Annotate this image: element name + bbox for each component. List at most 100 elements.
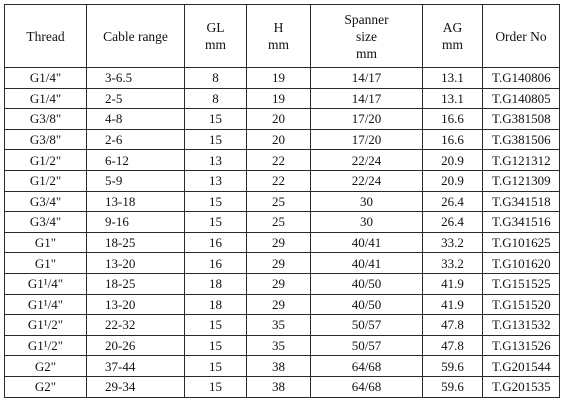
table-row: G1¹/2" 22-32 15 35 50/57 47.8 T.G131532 bbox=[4, 314, 560, 336]
cell-gl: 15 bbox=[184, 375, 247, 398]
cell-h: 29 bbox=[246, 231, 311, 254]
cell-spanner-size: 40/41 bbox=[310, 252, 423, 274]
cell-spanner-size: 22/24 bbox=[310, 149, 423, 171]
cell-gl: 18 bbox=[184, 272, 247, 295]
cell-h: 35 bbox=[246, 334, 311, 357]
cell-gl: 13 bbox=[184, 149, 247, 171]
cell-order-no: T.G341518 bbox=[482, 190, 560, 213]
cell-ag: 41.9 bbox=[422, 272, 483, 295]
cell-ag: 59.6 bbox=[422, 375, 483, 398]
cell-order-no: T.G151520 bbox=[482, 293, 560, 316]
header-line: AG bbox=[442, 20, 463, 35]
table-row: G1" 13-20 16 29 40/41 33.2 T.G101620 bbox=[4, 252, 560, 274]
table-row: G1" 18-25 16 29 40/41 33.2 T.G101625 bbox=[4, 231, 560, 254]
header-line: GL bbox=[206, 20, 225, 35]
cell-ag: 13.1 bbox=[422, 87, 483, 110]
cell-order-no: T.G131532 bbox=[482, 314, 560, 336]
cell-order-no: T.G101620 bbox=[482, 252, 560, 274]
cell-gl: 13 bbox=[184, 169, 247, 192]
header-line: H bbox=[273, 20, 284, 35]
cell-cable-range: 18-25 bbox=[86, 231, 185, 254]
cell-gl: 15 bbox=[184, 128, 247, 151]
cell-h: 22 bbox=[246, 169, 311, 192]
cell-spanner-size: 40/50 bbox=[310, 293, 423, 316]
cell-gl: 15 bbox=[184, 334, 247, 357]
cell-thread: G3/4" bbox=[4, 190, 87, 213]
cell-cable-range: 29-34 bbox=[86, 375, 185, 398]
cell-cable-range: 22-32 bbox=[86, 314, 185, 336]
cell-thread: G1¹/2" bbox=[4, 334, 87, 357]
cell-h: 25 bbox=[246, 190, 311, 213]
cell-spanner-size: 40/41 bbox=[310, 231, 423, 254]
cell-cable-range: 18-25 bbox=[86, 272, 185, 295]
header-spanner-size: Spanner size mm bbox=[310, 4, 423, 68]
cell-order-no: T.G201544 bbox=[482, 355, 560, 377]
cell-h: 22 bbox=[246, 149, 311, 171]
table-row: G2" 29-34 15 38 64/68 59.6 T.G201535 bbox=[4, 375, 560, 398]
cell-h: 38 bbox=[246, 355, 311, 377]
cell-thread: G1¹/4" bbox=[4, 272, 87, 295]
header-line: size bbox=[356, 28, 377, 44]
cell-thread: G2" bbox=[4, 375, 87, 398]
cell-ag: 20.9 bbox=[422, 169, 483, 192]
cell-thread: G3/8" bbox=[4, 128, 87, 151]
cell-thread: G1¹/4" bbox=[4, 293, 87, 316]
header-line: Order No bbox=[495, 28, 547, 44]
cell-thread: G1¹/2" bbox=[4, 314, 87, 336]
cell-spanner-size: 22/24 bbox=[310, 169, 423, 192]
cell-cable-range: 20-26 bbox=[86, 334, 185, 357]
cell-ag: 16.6 bbox=[422, 108, 483, 130]
cell-thread: G1/2" bbox=[4, 149, 87, 171]
cell-gl: 16 bbox=[184, 231, 247, 254]
cell-order-no: T.G121312 bbox=[482, 149, 560, 171]
table-row: G3/4" 9-16 15 25 30 26.4 T.G341516 bbox=[4, 211, 560, 233]
cell-ag: 47.8 bbox=[422, 314, 483, 336]
cell-h: 25 bbox=[246, 211, 311, 233]
cell-h: 29 bbox=[246, 272, 311, 295]
cell-cable-range: 13-20 bbox=[86, 252, 185, 274]
cell-ag: 16.6 bbox=[422, 128, 483, 151]
cell-spanner-size: 64/68 bbox=[310, 375, 423, 398]
cell-cable-range: 13-20 bbox=[86, 293, 185, 316]
cell-ag: 59.6 bbox=[422, 355, 483, 377]
cell-ag: 20.9 bbox=[422, 149, 483, 171]
cell-cable-range: 6-12 bbox=[86, 149, 185, 171]
cell-thread: G1/2" bbox=[4, 169, 87, 192]
cell-gl: 15 bbox=[184, 108, 247, 130]
cell-h: 20 bbox=[246, 128, 311, 151]
cell-h: 38 bbox=[246, 375, 311, 398]
table-row: G1/4" 3-6.5 8 19 14/17 13.1 T.G140806 bbox=[4, 67, 560, 89]
cell-h: 19 bbox=[246, 87, 311, 110]
table-row: G1/2" 6-12 13 22 22/24 20.9 T.G121312 bbox=[4, 149, 560, 171]
cell-gl: 8 bbox=[184, 87, 247, 110]
cell-cable-range: 3-6.5 bbox=[86, 67, 185, 89]
cell-order-no: T.G381506 bbox=[482, 128, 560, 151]
header-thread: Thread bbox=[4, 4, 87, 68]
header-line: mm bbox=[355, 45, 377, 61]
cell-ag: 47.8 bbox=[422, 334, 483, 357]
cell-order-no: T.G140806 bbox=[482, 67, 560, 89]
cell-cable-range: 13-18 bbox=[86, 190, 185, 213]
header-line: mm bbox=[267, 37, 289, 52]
cell-spanner-size: 30 bbox=[310, 190, 423, 213]
table-row: G2" 37-44 15 38 64/68 59.6 T.G201544 bbox=[4, 355, 560, 377]
cell-spanner-size: 14/17 bbox=[310, 87, 423, 110]
header-line: Spanner bbox=[344, 11, 389, 27]
header-line: Cable range bbox=[103, 28, 168, 44]
cell-gl: 18 bbox=[184, 293, 247, 316]
header-ag: AG mm bbox=[422, 4, 483, 68]
cell-cable-range: 37-44 bbox=[86, 355, 185, 377]
cell-thread: G1" bbox=[4, 252, 87, 274]
cell-ag: 26.4 bbox=[422, 190, 483, 213]
header-line: Thread bbox=[26, 28, 65, 44]
cell-order-no: T.G140805 bbox=[482, 87, 560, 110]
table-row: G1/2" 5-9 13 22 22/24 20.9 T.G121309 bbox=[4, 169, 560, 192]
cell-h: 20 bbox=[246, 108, 311, 130]
cell-h: 29 bbox=[246, 293, 311, 316]
table-row: G1¹/2" 20-26 15 35 50/57 47.8 T.G131526 bbox=[4, 334, 560, 357]
cell-h: 29 bbox=[246, 252, 311, 274]
